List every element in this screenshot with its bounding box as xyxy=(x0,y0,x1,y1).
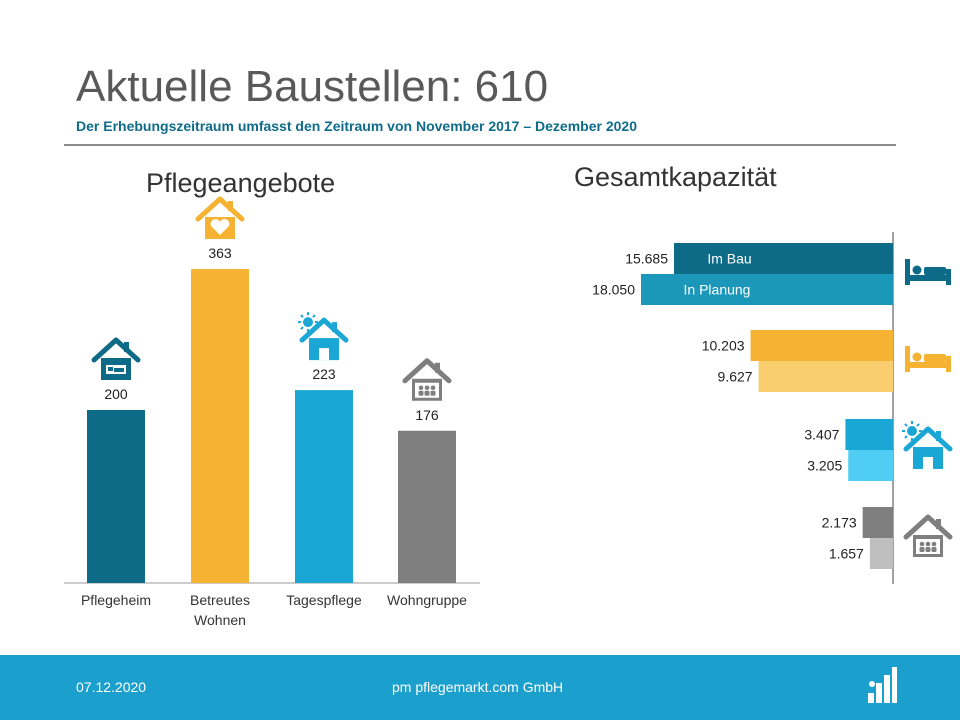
charts-canvas: 200 Pflegeheim 363 Betreutes Wohnen 223 Tagesp… xyxy=(64,196,953,628)
chart-title-pflegeangebote: Pflegeangebote xyxy=(146,168,336,198)
data-label-4: 176 xyxy=(415,407,439,423)
chart-title-gesamtkapazitaet: Gesamtkapazität xyxy=(574,162,777,192)
series-name-1: Im Bau xyxy=(707,251,751,267)
page-title: Aktuelle Baustellen: 610 xyxy=(76,62,549,111)
house-sun-icon xyxy=(298,312,349,361)
bed-icon xyxy=(905,259,951,285)
hbar-3-1 xyxy=(845,419,893,450)
category-label-2-1: Betreutes xyxy=(190,592,250,608)
bar-chart-logo-icon xyxy=(868,667,897,703)
bar-1 xyxy=(87,410,145,583)
category-label-4: Wohngruppe xyxy=(387,592,467,608)
hbar-3-2 xyxy=(848,450,893,481)
bar-2 xyxy=(191,269,249,583)
page-subtitle: Der Erhebungszeitraum umfasst den Zeitra… xyxy=(76,118,637,134)
hbar-4-2 xyxy=(869,538,893,569)
divider xyxy=(64,144,896,146)
hbar-label-4-1: 2.173 xyxy=(822,515,857,531)
hbar-label-1-2: 18.050 xyxy=(592,282,635,298)
hbar-2-2 xyxy=(758,361,893,392)
series-name-2: In Planung xyxy=(684,282,751,298)
footer-company: pm pflegemarkt.com GmbH xyxy=(392,679,564,695)
category-label-3: Tagespflege xyxy=(286,592,362,608)
bed-icon xyxy=(905,346,951,372)
hbar-label-2-1: 10.203 xyxy=(702,338,745,354)
hbar-label-2-2: 9.627 xyxy=(718,369,753,385)
house-heart-icon xyxy=(195,196,245,240)
footer: 07.12.2020 pm pflegemarkt.com GmbH xyxy=(0,655,960,720)
bar-3 xyxy=(295,390,353,583)
hbar-label-1-1: 15.685 xyxy=(625,251,668,267)
hbar-2-1 xyxy=(750,330,893,361)
data-label-3: 223 xyxy=(312,366,336,382)
hbar-1-1 xyxy=(674,243,893,274)
data-label-1: 200 xyxy=(104,386,128,402)
hbar-4-1 xyxy=(862,507,893,538)
house-people-icon xyxy=(402,358,452,401)
house-bed-icon xyxy=(91,337,141,380)
hbar-label-3-1: 3.407 xyxy=(804,427,839,443)
footer-date: 07.12.2020 xyxy=(76,679,147,695)
house-people-icon xyxy=(903,514,953,557)
category-label-2-2: Wohnen xyxy=(194,612,246,628)
category-label-1: Pflegeheim xyxy=(81,592,151,608)
house-sun-icon xyxy=(902,421,953,469)
data-label-2: 363 xyxy=(208,245,232,261)
hbar-label-3-2: 3.205 xyxy=(807,458,842,474)
hbar-1-2 xyxy=(641,274,893,305)
bar-4 xyxy=(398,430,456,583)
hbar-label-4-2: 1.657 xyxy=(829,546,864,562)
